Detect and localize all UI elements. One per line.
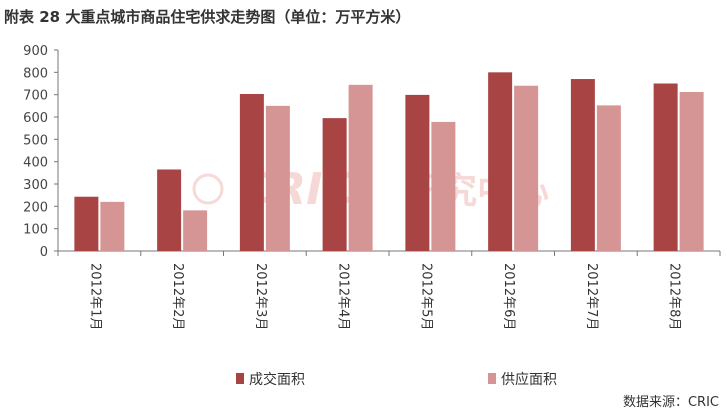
x-tick-label: 2012年5月 (418, 263, 433, 330)
x-tick-label-text: 2012年5月 (418, 263, 433, 330)
x-tick-label: 2012年6月 (501, 263, 516, 330)
legend-label-transaction: 成交面积 (249, 371, 305, 388)
y-tick-label: 900 (23, 44, 48, 59)
bar-transaction-area (488, 72, 513, 251)
bar-supply-area (100, 201, 125, 251)
legend: 成交面积 供应面积 (236, 371, 557, 388)
x-tick-label: 2012年1月 (87, 263, 102, 330)
bar-transaction-area (157, 169, 182, 251)
x-tick-label-text: 2012年4月 (336, 263, 351, 330)
y-tick-label: 0 (40, 245, 48, 260)
y-tick-label: 300 (23, 178, 48, 193)
bar-supply-area (431, 121, 456, 251)
x-tick-label: 2012年7月 (584, 263, 599, 330)
chart-title: 附表 28 大重点城市商品住宅供求走势图（单位：万平方米） (4, 8, 411, 26)
legend-label-supply: 供应面积 (501, 371, 557, 388)
bar-transaction-area (74, 196, 99, 251)
bar-supply-area (596, 105, 621, 252)
x-tick-label-text: 2012年3月 (253, 263, 268, 330)
x-tick-label: 2012年3月 (253, 263, 268, 330)
bar-supply-area (183, 210, 208, 251)
bar-supply-area (348, 84, 373, 251)
bars (74, 72, 704, 252)
y-tick-label: 700 (23, 89, 48, 104)
bar-transaction-area (239, 93, 264, 251)
y-tick-label: 100 (23, 223, 48, 238)
y-tick-label: 600 (23, 111, 48, 126)
y-tick-label: 800 (23, 66, 48, 81)
y-tick-label: 400 (23, 156, 48, 171)
x-tick-label: 2012年8月 (667, 263, 682, 330)
bar-transaction-area (570, 79, 595, 252)
bar-supply-area (514, 85, 539, 251)
x-tick-label-text: 2012年8月 (667, 263, 682, 330)
y-tick-label: 200 (23, 200, 48, 215)
bar-supply-area (265, 105, 290, 251)
bar-transaction-area (405, 94, 430, 251)
x-tick-label-text: 2012年7月 (584, 263, 599, 330)
x-tick-label: 2012年2月 (170, 263, 185, 330)
y-tick-label: 500 (23, 133, 48, 148)
bar-transaction-area (322, 118, 347, 251)
x-tick-label-text: 2012年2月 (170, 263, 185, 330)
bar-supply-area (679, 91, 704, 251)
bar-transaction-area (653, 83, 678, 251)
data-source: 数据来源：CRIC (622, 395, 719, 410)
legend-swatch-transaction (236, 373, 244, 384)
legend-swatch-supply (488, 373, 496, 384)
x-tick-label: 2012年4月 (336, 263, 351, 330)
watermark-logo-icon (192, 173, 224, 205)
x-tick-label-text: 2012年1月 (87, 263, 102, 330)
x-tick-label-text: 2012年6月 (501, 263, 516, 330)
